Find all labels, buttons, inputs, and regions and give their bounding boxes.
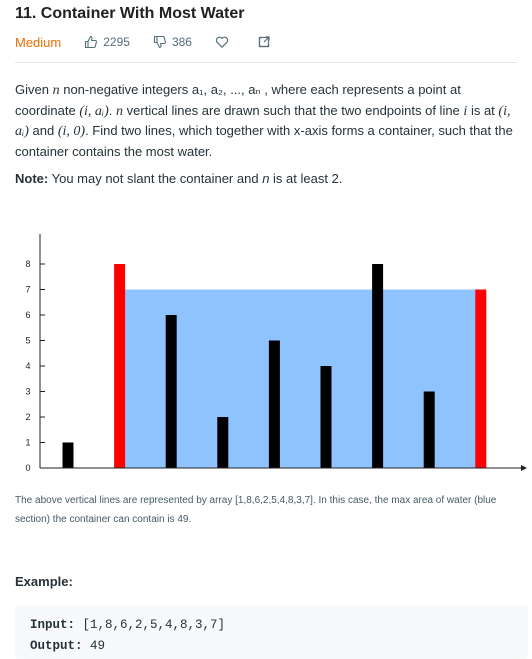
problem-note: Note: You may not slant the container an… [15,169,525,188]
problem-meta: Medium 2295 386 [15,33,299,51]
y-tick-label: 3 [25,387,30,397]
desc-text: is at [470,102,495,118]
share-icon [258,36,270,48]
water-area [119,289,481,468]
desc-text: . Find two lines, which together with x-… [15,123,513,159]
y-tick-label: 1 [25,438,30,448]
desc-text: non-negative integers a₁, a₂, ..., aₙ , … [15,82,461,118]
favorite-button[interactable] [215,35,234,49]
desc-text: vertical lines are drawn such that the t… [126,102,460,118]
chart-bar [114,264,126,468]
chart-caption: The above vertical lines are represented… [15,495,497,525]
chart-bar [475,289,487,468]
chart-bar [423,391,435,468]
output-label: Output: [30,639,83,653]
x-axis-arrow [521,465,527,471]
output-value: 49 [90,639,106,653]
share-button[interactable] [257,35,276,49]
input-label: Input: [30,618,76,632]
desc-var: n [116,103,124,119]
example-input-line: Input: [1,8,6,2,5,4,8,3,7] [30,615,528,636]
chart-bar [217,417,229,468]
dislike-button[interactable]: 386 [153,35,192,49]
example-code-block: Input: [1,8,6,2,5,4,8,3,7] Output: 49 [15,605,528,659]
thumbs-up-icon [85,35,98,49]
chart-bar [372,264,384,468]
desc-var: i [463,103,468,119]
example-output-line: Output: 49 [30,636,528,657]
like-count: 2295 [103,35,130,49]
like-button[interactable]: 2295 [84,35,130,49]
y-tick-label: 5 [25,336,30,346]
problem-description: Given n non-negative integers a₁, a₂, ..… [15,80,525,161]
input-value: [1,8,6,2,5,4,8,3,7] [82,618,226,632]
heart-icon [215,36,229,48]
desc-var: (i, aᵢ) [15,103,511,140]
chart-bar [62,442,74,468]
y-tick-label: 0 [25,463,30,473]
y-tick-label: 7 [25,285,30,295]
chart-bar [268,340,280,468]
thumbs-down-icon [153,35,166,49]
example-title: Example: [15,574,73,589]
container-chart: 0 1 2 3 4 5 6 7 8 [25,234,527,473]
chart-bar [165,315,177,468]
note-text: is at least 2. [273,171,343,186]
desc-text: and [32,123,55,139]
problem-title: 11. Container With Most Water [15,5,245,22]
y-tick-label: 8 [25,259,30,269]
y-tick-label: 2 [25,412,30,422]
header-divider [15,62,517,63]
difficulty-badge: Medium [15,34,62,50]
y-tick-label: 4 [25,361,30,371]
y-tick-label: 6 [25,310,30,320]
desc-var: (i, 0) [57,124,86,140]
desc-var: (i, aᵢ) [79,103,109,119]
desc-var: n [52,83,60,98]
note-text: You may not slant the container and [51,171,259,186]
chart-bar [320,366,332,468]
dislike-count: 386 [171,35,192,49]
desc-text: Given [15,82,49,97]
note-label: Note: [15,171,49,186]
note-var: n [262,171,270,186]
desc-text: . [108,102,113,118]
